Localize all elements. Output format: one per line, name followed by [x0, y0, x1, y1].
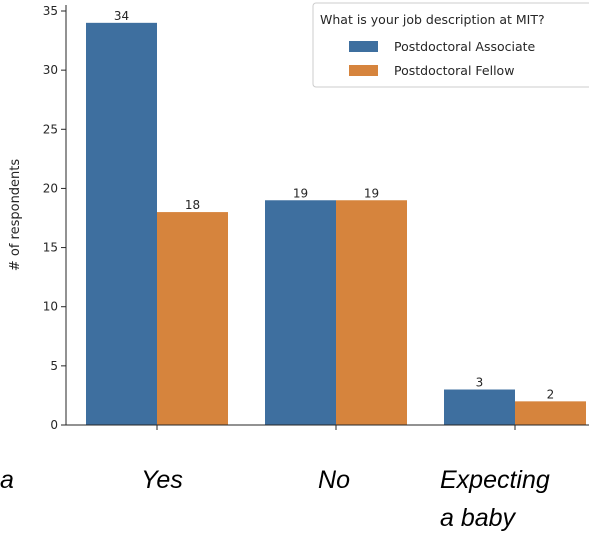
- data-label-associate-1: 19: [293, 186, 308, 200]
- legend-swatch-1: [349, 65, 378, 76]
- data-labels-group: 34 19 3 18 19 2: [114, 9, 554, 402]
- category-label-1-line-0: No: [318, 466, 350, 494]
- legend-entry-1: Postdoctoral Fellow: [394, 63, 514, 78]
- x-category-labels-group: Yes No Expecting a baby: [141, 466, 550, 532]
- y-axis-title-group: # of respondents: [8, 159, 23, 272]
- y-tick-label-3: 15: [43, 241, 58, 255]
- legend-box: [312, 2, 589, 88]
- y-tick-label-7: 35: [43, 4, 58, 18]
- legend-swatch-0: [349, 41, 378, 52]
- y-axis-title: # of respondents: [8, 159, 23, 272]
- bar-fellow-0: [157, 212, 228, 425]
- bar-fellow-1: [336, 200, 407, 425]
- category-label-0-line-0: Yes: [141, 466, 183, 494]
- y-tick-label-2: 10: [43, 300, 58, 314]
- y-tick-label-1: 5: [50, 359, 58, 373]
- data-label-fellow-2: 2: [547, 387, 555, 401]
- bar-associate-2: [444, 389, 515, 425]
- bar-associate-0: [86, 22, 157, 425]
- axes-group: [65, 5, 589, 430]
- bars-group: [86, 22, 586, 425]
- category-label-2-line-0: Expecting: [440, 466, 550, 494]
- bar-associate-1: [265, 200, 336, 425]
- data-label-fellow-0: 18: [185, 198, 200, 212]
- y-tick-label-5: 25: [43, 122, 58, 136]
- legend: What is your job description at MIT? Post…: [312, 2, 589, 88]
- data-label-associate-0: 34: [114, 9, 129, 23]
- data-label-associate-2: 3: [476, 376, 484, 390]
- data-label-fellow-1: 19: [364, 186, 379, 200]
- bar-fellow-2: [515, 401, 586, 425]
- legend-title: What is your job description at MIT?: [320, 12, 545, 27]
- y-tick-label-6: 30: [43, 63, 58, 77]
- cut-off-left-label: a: [0, 466, 14, 494]
- cut-off-label-text: a: [0, 466, 14, 494]
- y-ticks-group: 0 5 10 15 20 25 30 35: [43, 4, 66, 432]
- legend-entry-0: Postdoctoral Associate: [394, 39, 536, 54]
- y-tick-label-4: 20: [43, 181, 58, 195]
- category-label-2-line-1: a baby: [440, 504, 517, 532]
- y-tick-label-0: 0: [50, 418, 58, 432]
